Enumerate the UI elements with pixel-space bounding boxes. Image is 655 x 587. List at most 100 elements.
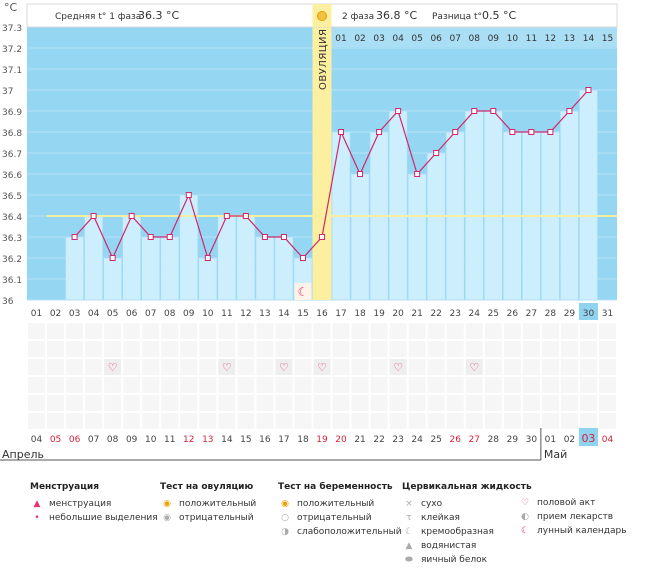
calendar-date-label: 23	[392, 435, 403, 445]
symbol-cell	[66, 359, 84, 375]
heart-icon: ♡	[469, 361, 479, 374]
temperature-point	[509, 129, 516, 135]
symbol-cell	[522, 323, 540, 339]
symbol-cell	[47, 341, 65, 357]
small-drop-icon: •	[34, 513, 40, 523]
month-end-label: Май	[544, 448, 567, 461]
symbol-cell	[275, 395, 293, 411]
temperature-bar	[274, 236, 294, 301]
grey-sun-icon: ◑	[281, 527, 289, 537]
symbol-cell	[28, 341, 46, 357]
legend-item: • небольшие выделения	[30, 511, 157, 525]
heart-cell	[465, 359, 483, 375]
symbol-cell	[408, 413, 426, 429]
calendar-date-label: 11	[164, 435, 175, 445]
y-tick-label: 37.1	[2, 66, 22, 76]
temperature-point	[242, 213, 249, 219]
legend-item: ◐ прием лекарств	[518, 510, 627, 524]
temperature-point	[71, 234, 78, 240]
temperature-point	[166, 234, 173, 240]
heart-cell	[104, 359, 122, 375]
symbol-cell	[389, 395, 407, 411]
symbol-cell	[104, 341, 122, 357]
cycle-day-label: 06	[126, 309, 138, 319]
symbol-cell	[28, 377, 46, 393]
symbol-cell	[142, 359, 160, 375]
y-tick-label: 36.4	[2, 213, 22, 223]
sun-icon: ◉	[281, 499, 289, 509]
cycle-day-label: 22	[430, 309, 441, 319]
symbol-cell	[351, 413, 369, 429]
symbol-cell	[541, 413, 559, 429]
symbol-cell	[123, 359, 141, 375]
symbol-cell	[256, 377, 274, 393]
symbol-cell	[408, 395, 426, 411]
calendar-date-label: 24	[411, 435, 423, 445]
symbol-cell	[294, 341, 312, 357]
symbol-cell	[275, 377, 293, 393]
heart-icon: ♡	[520, 498, 530, 508]
cycle-day-label: 20	[392, 309, 404, 319]
symbol-cell	[598, 413, 616, 429]
legend-cervical: Цервикальная жидкость × сухо τ клейкая ☾ кр…	[402, 482, 532, 567]
temperature-point	[338, 129, 345, 135]
symbol-cell	[256, 395, 274, 411]
symbol-cell	[579, 359, 597, 375]
legend-title: Тест на овуляцию	[160, 482, 254, 492]
cycle-day-label: 10	[202, 309, 214, 319]
symbol-cell	[370, 359, 388, 375]
temperature-bar	[388, 110, 408, 301]
temperature-point	[261, 234, 268, 240]
symbol-cell	[256, 323, 274, 339]
symbol-cell	[237, 359, 255, 375]
symbol-cell	[465, 323, 483, 339]
symbol-cell	[370, 377, 388, 393]
y-tick-label: 36.2	[2, 255, 22, 265]
temperature-bar	[579, 89, 598, 301]
moon-icon: ☾	[520, 526, 530, 536]
symbol-cell	[28, 359, 46, 375]
symbol-cell	[446, 413, 464, 429]
month-start-label: Апрель	[2, 448, 44, 461]
temperature-point	[185, 192, 192, 198]
cycle-day-label: 29	[564, 309, 576, 319]
heart-cell	[218, 359, 236, 375]
symbol-cell	[161, 377, 179, 393]
symbol-cell	[237, 395, 255, 411]
symbol-cell	[199, 323, 217, 339]
legend-title: Менструация	[30, 482, 99, 492]
symbol-cell	[541, 377, 559, 393]
y-tick-label: 37.3	[2, 24, 22, 34]
symbol-cell	[503, 359, 521, 375]
symbol-cell	[351, 359, 369, 375]
heart-icon: ♡	[393, 361, 403, 374]
moon-cell	[294, 283, 312, 300]
calendar-date-label: 08	[107, 435, 119, 445]
symbol-cell	[218, 323, 236, 339]
symbol-cell	[560, 413, 578, 429]
heart-cell	[313, 359, 331, 375]
symbol-cell	[522, 413, 540, 429]
cycle-day-label: 12	[240, 309, 251, 319]
symbol-cell	[123, 413, 141, 429]
highlight-date-cell	[578, 428, 598, 446]
symbol-cell	[579, 377, 597, 393]
symbol-cell	[180, 359, 198, 375]
temperature-point	[357, 171, 364, 177]
cycle-day-label: 27	[526, 309, 537, 319]
symbol-cell	[579, 395, 597, 411]
symbol-cell	[47, 413, 65, 429]
phase2-day-label: 06	[430, 34, 442, 44]
calendar-date-label: 28	[488, 435, 500, 445]
calendar-date-label: 13	[202, 435, 213, 445]
calendar-date-label: 16	[259, 435, 271, 445]
diff-label: Разница t°	[432, 12, 482, 22]
symbol-cell	[161, 359, 179, 375]
symbol-cell	[598, 395, 616, 411]
symbol-cell	[560, 395, 578, 411]
y-tick-label: 36.9	[2, 108, 22, 118]
symbol-cell	[237, 323, 255, 339]
symbol-cell	[256, 359, 274, 375]
phase1-value: 36.3 °C	[138, 9, 179, 22]
legend-menstruation: Менструация ▲ менструация • небольшие выде…	[30, 482, 158, 525]
